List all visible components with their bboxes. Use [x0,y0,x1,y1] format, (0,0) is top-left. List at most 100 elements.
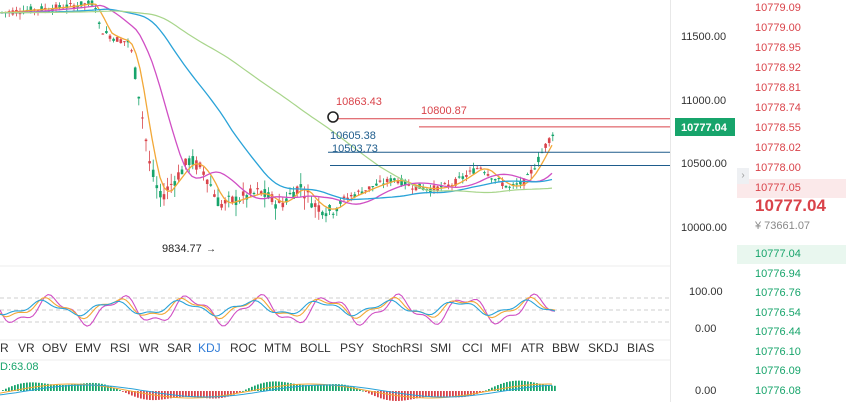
chevron-right-icon[interactable]: › [737,168,749,184]
macd-bar [443,391,445,397]
candle-body [317,205,321,212]
ask-row[interactable]: 10778.95 [755,42,801,54]
ask-row[interactable]: 10778.02 [755,142,801,154]
ask-row[interactable]: 10778.74 [755,102,801,114]
macd-bar [404,391,406,401]
tab-bbw[interactable]: BBW [552,341,580,355]
candle-body [94,7,97,9]
candle-body [285,198,288,203]
ask-row[interactable]: 10778.55 [755,122,801,134]
macd-bar [524,381,526,391]
bid-row[interactable]: 10776.44 [755,326,801,338]
macd-bar [122,391,124,392]
candle-body [339,200,342,204]
ask-row[interactable]: 10779.09 [755,2,801,14]
candle-body [133,67,137,79]
level-label-c: 10605.38 [330,130,376,142]
macd-bar [245,389,247,391]
candle-body [108,35,112,39]
tab-mfi[interactable]: MFI [491,341,512,355]
ask-row[interactable]: 10779.00 [755,22,801,34]
candle-body [378,180,382,182]
candle-body [144,139,148,142]
candle-body [166,186,169,191]
ask-row[interactable]: 10777.05 [737,179,846,198]
macd-bar [530,381,532,391]
tab-skdj[interactable]: SKDJ [588,341,619,355]
tab-psy[interactable]: PSY [340,341,365,355]
macd-bar [140,391,142,399]
macd-bar [149,391,151,401]
macd-bar [440,391,442,397]
candle-body [105,31,108,34]
candle-body [497,178,501,180]
tab-cci[interactable]: CCI [462,341,483,355]
bid-row[interactable]: 10776.08 [755,384,801,397]
candle-body [353,194,357,198]
tab-smi[interactable]: SMI [430,341,452,355]
candle-body [281,202,285,208]
macd-bar [80,383,82,391]
ask-row[interactable]: 10778.81 [755,82,801,94]
macd-bar [446,391,448,397]
tab-roc[interactable]: ROC [230,341,257,355]
candle-body [29,6,33,13]
tab-mtm[interactable]: MTM [264,341,292,355]
macd-bar [485,390,487,392]
tab-wr[interactable]: WR [139,341,159,355]
macd-bar [221,391,223,398]
tab-stochrsi[interactable]: StochRSI [372,341,423,355]
bid-row[interactable]: 10776.76 [755,287,801,299]
macd-bar [179,391,181,398]
tab-obv[interactable]: OBV [42,341,68,355]
tab-sar[interactable]: SAR [167,341,192,355]
tab-bias[interactable]: BIAS [627,341,655,355]
candle-body [263,189,267,197]
candle-body [184,158,187,166]
bid-row[interactable]: 10777.04 [737,245,846,264]
candle-body [551,134,555,137]
tab-boll[interactable]: BOLL [300,341,331,355]
macd-bar [11,386,13,391]
price-axis[interactable]: 11500.00 11000.00 10500.00 10000.00 1077… [670,0,737,402]
candle-body [274,204,277,209]
macd-bar [269,381,271,391]
level-label-b: 10800.87 [421,105,467,117]
macd-bar [539,383,541,391]
tab-rsi[interactable]: RSI [110,341,131,355]
bid-row[interactable]: 10776.09 [755,365,801,377]
tab-r[interactable]: R [0,341,9,355]
ask-row[interactable]: 10778.00 [755,162,801,174]
candle-body [69,2,72,4]
macd-bar [356,388,358,391]
ask-row[interactable]: 10778.92 [755,62,801,74]
bid-row[interactable]: 10776.94 [755,267,801,280]
candle-body [306,190,310,193]
candle-body [87,0,90,4]
candle-body [65,4,69,9]
candle-body [54,4,58,9]
tab-emv[interactable]: EMV [75,341,102,355]
drawing-handle-icon[interactable] [327,111,339,123]
tab-vr[interactable]: VR [18,341,35,355]
macd-bar [188,391,190,397]
tab-atr[interactable]: ATR [521,341,545,355]
candle-body [414,185,418,191]
chart-canvas[interactable]: 10863.43 10800.87 10605.38 10503.73 9834… [0,0,670,402]
macd-bar [491,387,493,391]
candlestick-chart[interactable]: 10863.43 10800.87 10605.38 10503.73 9834… [0,0,670,402]
candle-body [231,196,234,203]
macd-bar [350,386,352,391]
candle-body [252,192,256,194]
candle-body [331,213,335,215]
candle-body [490,178,493,180]
kdj-axis-0: 0.00 [695,323,716,335]
bid-row[interactable]: 10776.10 [755,345,801,358]
macd-bar [2,390,4,391]
order-book[interactable]: 10779.09 10779.00 10778.95 10778.92 10778.81… [737,0,846,402]
macd-bar [407,391,409,400]
macd-bar [128,391,130,395]
tab-kdj[interactable]: KDJ [198,341,221,355]
bid-row[interactable]: 10776.54 [755,306,801,319]
macd-bar [227,391,229,397]
